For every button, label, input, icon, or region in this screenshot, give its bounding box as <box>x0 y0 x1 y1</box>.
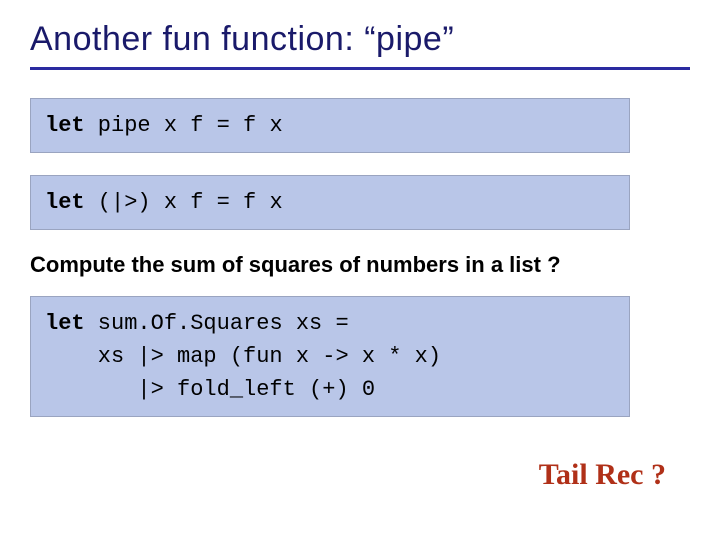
code-text: sum.Of.Squares xs = <box>85 311 349 336</box>
code-text: xs |> map (fun x -> x * x) <box>45 344 441 369</box>
code-box-3: let sum.Of.Squares xs = xs |> map (fun x… <box>30 296 630 417</box>
slide-title: Another fun function: “pipe” <box>30 20 690 59</box>
keyword-let: let <box>45 311 85 336</box>
tail-rec-callout: Tail Rec ? <box>539 458 666 492</box>
code-text: pipe x f = f x <box>85 113 283 138</box>
keyword-let: let <box>45 190 85 215</box>
code-box-1: let pipe x f = f x <box>30 98 630 153</box>
code-text: (|>) x f = f x <box>85 190 283 215</box>
subheading: Compute the sum of squares of numbers in… <box>30 252 690 278</box>
slide: Another fun function: “pipe” let pipe x … <box>0 0 720 540</box>
code-box-2: let (|>) x f = f x <box>30 175 630 230</box>
keyword-let: let <box>45 113 85 138</box>
code-text: |> fold_left (+) 0 <box>45 377 375 402</box>
title-rule <box>30 67 690 70</box>
